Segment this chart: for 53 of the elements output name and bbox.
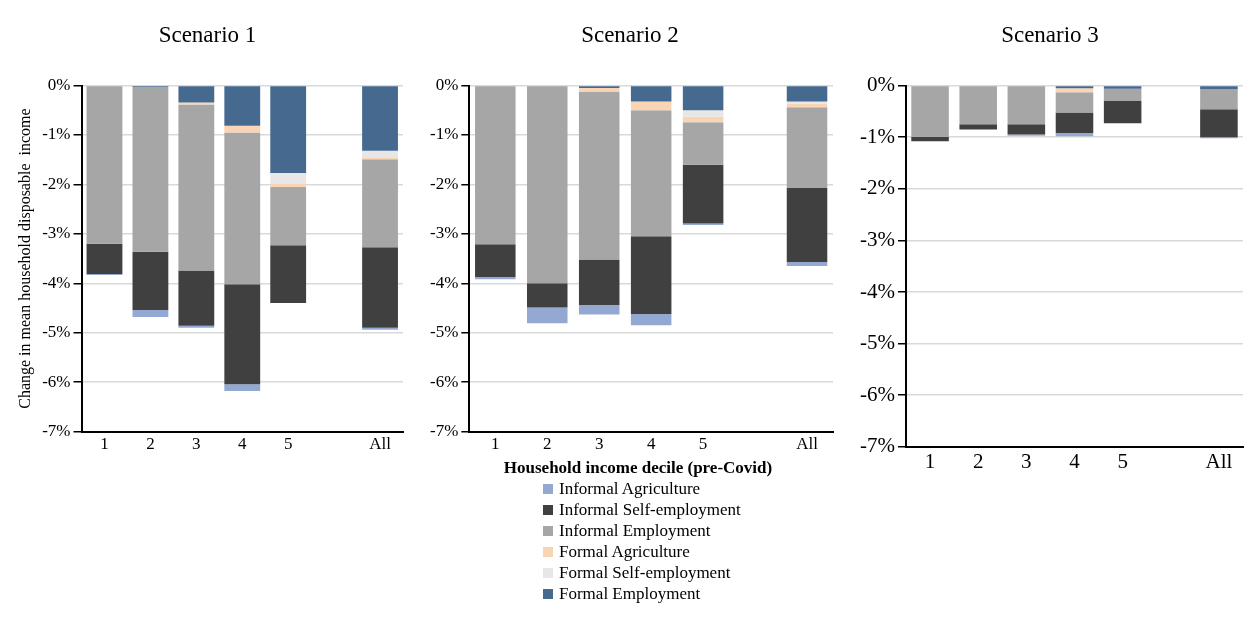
legend-label: Informal Agriculture xyxy=(559,478,701,499)
x-tick-label: 5 xyxy=(698,434,708,454)
x-tick-label: All xyxy=(369,434,392,454)
chart-title: Scenario 2 xyxy=(581,21,679,47)
x-tick-label: 5 xyxy=(283,434,293,454)
y-tick-label: 0% xyxy=(47,75,71,95)
y-tick-label: -1% xyxy=(859,123,895,148)
y-tick-label: -2% xyxy=(859,175,895,200)
y-tick-label: -1% xyxy=(429,124,459,144)
y-tick-label: -5% xyxy=(429,322,459,342)
x-tick-label: 3 xyxy=(594,434,604,454)
x-tick-label: 3 xyxy=(1021,448,1032,473)
x-tick-label: 5 xyxy=(1117,448,1128,473)
y-tick-label: -3% xyxy=(859,226,895,251)
x-tick-label: All xyxy=(796,434,819,454)
x-tick-label: 2 xyxy=(543,434,552,454)
y-tick-label: -7% xyxy=(42,421,71,441)
y-tick-label: -6% xyxy=(429,371,459,391)
legend-label: Informal Self-employment xyxy=(559,499,741,520)
legend-label: Informal Employment xyxy=(559,520,711,541)
legend-label: Formal Employment xyxy=(559,583,701,604)
x-axis-title: Household income decile (pre-Covid) xyxy=(503,458,773,478)
y-tick-label: -7% xyxy=(859,433,895,458)
chart-title: Scenario 3 xyxy=(1001,21,1099,47)
x-tick-label: All xyxy=(1205,448,1233,473)
y-tick-label: -6% xyxy=(859,381,895,406)
y-tick-label: -4% xyxy=(42,272,71,292)
x-tick-label: 2 xyxy=(146,434,155,454)
y-tick-label: -2% xyxy=(429,173,459,193)
y-tick-label: -3% xyxy=(429,223,459,243)
y-tick-label: -4% xyxy=(429,272,459,292)
x-tick-label: 4 xyxy=(238,434,248,454)
y-tick-label: -3% xyxy=(42,223,71,243)
y-tick-label: 0% xyxy=(435,75,459,95)
y-tick-label: -5% xyxy=(859,330,895,355)
y-tick-label: -5% xyxy=(42,322,71,342)
x-tick-label: 1 xyxy=(924,448,936,473)
y-tick-label: -2% xyxy=(42,173,71,193)
x-tick-label: 2 xyxy=(972,448,984,473)
chart-title: Scenario 1 xyxy=(158,21,257,47)
y-tick-label: 0% xyxy=(866,72,895,97)
x-tick-label: 1 xyxy=(491,434,500,454)
legend-label: Formal Self-employment xyxy=(559,562,731,583)
x-tick-label: 4 xyxy=(646,434,656,454)
x-tick-label: 4 xyxy=(1069,448,1081,473)
x-tick-label: 3 xyxy=(192,434,201,454)
y-tick-label: -1% xyxy=(42,124,71,144)
y-tick-label: -6% xyxy=(42,371,71,391)
y-axis-title: Change in mean household disposable income xyxy=(15,108,34,409)
y-tick-label: -4% xyxy=(859,278,895,303)
y-tick-label: -7% xyxy=(429,421,459,441)
legend-label: Formal Agriculture xyxy=(559,541,690,562)
x-tick-label: 1 xyxy=(100,434,109,454)
